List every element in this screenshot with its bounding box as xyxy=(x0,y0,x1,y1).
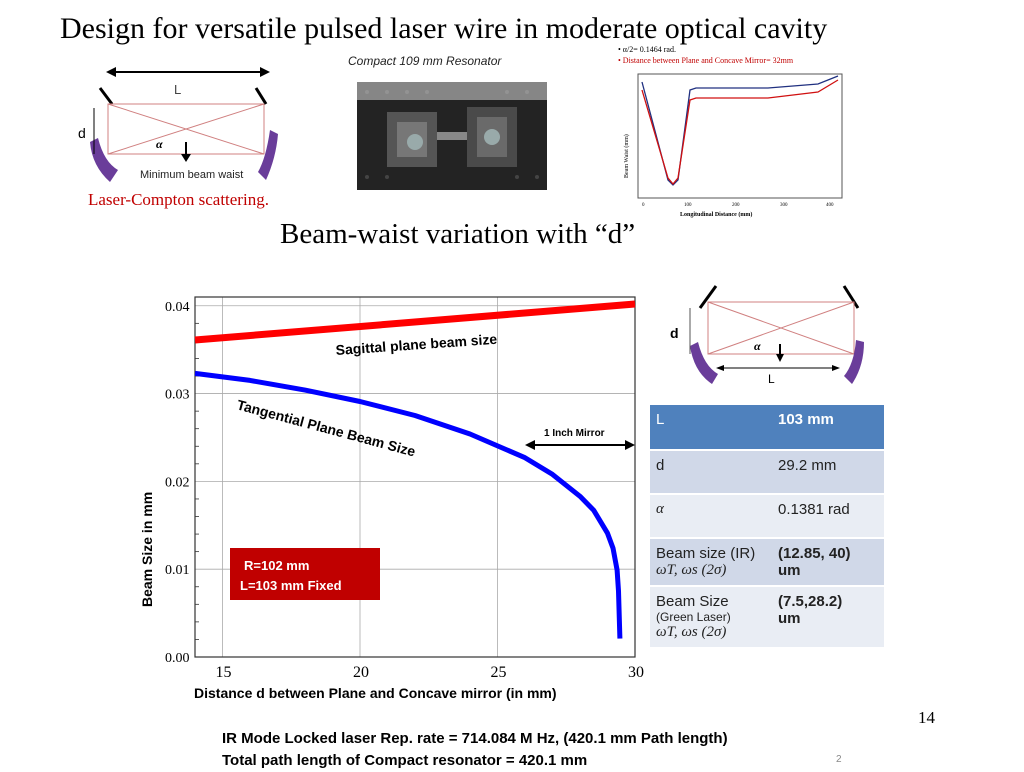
mini-xtick-4: 400 xyxy=(826,203,834,208)
footer-notes: IR Mode Locked laser Rep. rate = 714.084… xyxy=(222,728,728,772)
param-value: 0.1381 rad xyxy=(772,494,884,539)
waist-label: Minimum beam waist xyxy=(140,169,243,181)
mirror-arrow-right xyxy=(625,440,635,450)
y-tick-label: 0.03 xyxy=(165,388,190,403)
footer-line-1: IR Mode Locked laser Rep. rate = 714.084… xyxy=(222,730,728,747)
y-tick-label: 0.01 xyxy=(165,563,190,578)
param-unit: um xyxy=(778,610,801,627)
section-subtitle: Beam-waist variation with “d” xyxy=(280,218,636,250)
tangential-series-label: Tangential Plane Beam Size xyxy=(235,396,417,459)
resonator-caption: Compact 109 mm Resonator xyxy=(348,54,502,68)
parameter-box xyxy=(230,548,380,600)
param-value: (7.5,28.2) xyxy=(778,593,843,610)
y-tick-label: 0.04 xyxy=(165,300,190,315)
x-axis-label: Distance d between Plane and Concave mir… xyxy=(194,685,557,701)
sagittal-series-label: Sagittal plane beam size xyxy=(335,331,498,358)
param-label-small: (Green Laser) xyxy=(656,610,731,624)
d-label: d xyxy=(78,125,86,141)
slide-title: Design for versatile pulsed laser wire i… xyxy=(60,12,828,45)
param-value: 103 mm xyxy=(772,405,884,451)
param-label: d xyxy=(650,450,772,495)
cavity-diagram: L d α Minimum beam waist xyxy=(78,67,278,182)
length-label: L xyxy=(174,82,181,97)
cavity-diagram-small: d α L xyxy=(670,285,864,386)
small-alpha-label: α xyxy=(754,339,761,353)
x-tick-label: 20 xyxy=(353,664,369,681)
param-label: α xyxy=(650,494,772,539)
mini-xtick-1: 100 xyxy=(684,203,692,208)
param-value: 29.2 mm xyxy=(772,450,884,495)
resonator-photo xyxy=(357,82,547,190)
chart-grid xyxy=(195,297,636,658)
concave-mirror-right xyxy=(258,130,278,180)
box-line-1: R=102 mm xyxy=(244,558,309,573)
alpha-label: α xyxy=(156,137,163,151)
table-row: Beam Size (Green Laser) ωT, ωs (2σ) (7.5,2… xyxy=(650,586,884,649)
table-row: d 29.2 mm xyxy=(650,450,884,495)
plane-mirror-small xyxy=(698,285,718,309)
mirror-annotation: 1 Inch Mirror xyxy=(525,428,635,450)
chart-ticks: 15 20 25 30 0.00 0.01 0.02 0.03 0.04 xyxy=(165,300,644,681)
series-layer xyxy=(194,300,636,639)
footer-line-2: Total path length of Compact resonator =… xyxy=(222,752,588,769)
slide-number: 14 xyxy=(918,708,935,727)
sagittal-series-line xyxy=(194,300,636,344)
box-line-2: L=103 mm Fixed xyxy=(240,578,342,593)
param-unit: um xyxy=(778,562,801,579)
x-tick-label: 25 xyxy=(491,664,507,681)
mini-xtick-2: 200 xyxy=(732,203,740,208)
param-value: (12.85, 40) xyxy=(778,545,851,562)
plane-mirror xyxy=(98,87,114,105)
mini-xtick-3: 300 xyxy=(780,203,788,208)
x-tick-label: 15 xyxy=(216,664,232,681)
mirror-label: 1 Inch Mirror xyxy=(544,428,605,439)
y-tick-label: 0.00 xyxy=(165,651,190,666)
tangential-series-line xyxy=(194,370,623,639)
y-axis-label: Beam Size in mm xyxy=(139,492,155,607)
plane-mirror-right xyxy=(254,87,268,105)
small-length-label: L xyxy=(768,372,775,386)
table-row: α 0.1381 rad xyxy=(650,494,884,539)
waist-arrow xyxy=(181,154,191,162)
param-sublabel: ωT, ωs (2σ) xyxy=(656,624,727,640)
plot-notes: • α/2= 0.1464 rad. • Distance between Pl… xyxy=(618,44,793,66)
concave-mirror-left xyxy=(90,138,118,182)
param-label: Beam size (IR) xyxy=(656,545,756,562)
param-label: L xyxy=(650,405,772,451)
table-row: Beam size (IR) ωT, ωs (2σ) (12.85, 40) um xyxy=(650,538,884,587)
parameters-table: L 103 mm d 29.2 mm α 0.1381 rad Beam siz… xyxy=(650,405,884,649)
y-tick-label: 0.02 xyxy=(165,475,190,490)
beam-waist-curve-red xyxy=(641,79,839,186)
distance-note: • Distance between Plane and Concave Mir… xyxy=(618,56,794,65)
plot-frame xyxy=(194,296,636,658)
beam-size-chart: 15 20 25 30 0.00 0.01 0.02 0.03 0.04 Sagittal pl… xyxy=(139,296,644,701)
param-label: Beam Size xyxy=(656,593,729,610)
mini-xlabel: Longitudinal Distance (mm) xyxy=(680,211,752,218)
compton-caption: Laser-Compton scattering. xyxy=(88,190,269,209)
mini-xtick-0: 0 xyxy=(642,203,645,208)
table-row: L 103 mm xyxy=(650,405,884,451)
beam-waist-curve-blue xyxy=(641,75,839,186)
footer-small-number: 2 xyxy=(836,754,842,765)
x-tick-label: 30 xyxy=(628,664,644,681)
beam-waist-plot: Beam Waist (mm) 0 100 200 300 400 Longit… xyxy=(623,73,843,218)
mirror-arrow-left xyxy=(525,440,535,450)
small-d-label: d xyxy=(670,325,679,341)
mini-ylabel: Beam Waist (mm) xyxy=(623,134,630,178)
param-sublabel: ωT, ωs (2σ) xyxy=(656,562,727,578)
alpha-note: • α/2= 0.1464 rad. xyxy=(618,45,676,54)
